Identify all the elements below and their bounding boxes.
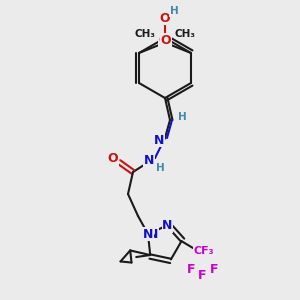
Text: N: N [154, 134, 164, 146]
Text: CF₃: CF₃ [193, 246, 214, 256]
Text: H: H [178, 112, 186, 122]
Text: O: O [160, 11, 170, 25]
Text: N: N [144, 154, 154, 166]
Text: O: O [159, 34, 169, 46]
Text: H: H [156, 163, 164, 173]
Text: N: N [148, 227, 158, 241]
Text: N: N [143, 227, 153, 241]
Text: N: N [162, 219, 172, 232]
Text: CH₃: CH₃ [175, 29, 196, 39]
Text: F: F [198, 268, 207, 282]
Text: F: F [210, 262, 219, 276]
Text: CH₃: CH₃ [134, 29, 155, 39]
Text: O: O [108, 152, 118, 166]
Text: H: H [169, 6, 178, 16]
Text: F: F [187, 262, 196, 276]
Text: O: O [161, 34, 171, 46]
